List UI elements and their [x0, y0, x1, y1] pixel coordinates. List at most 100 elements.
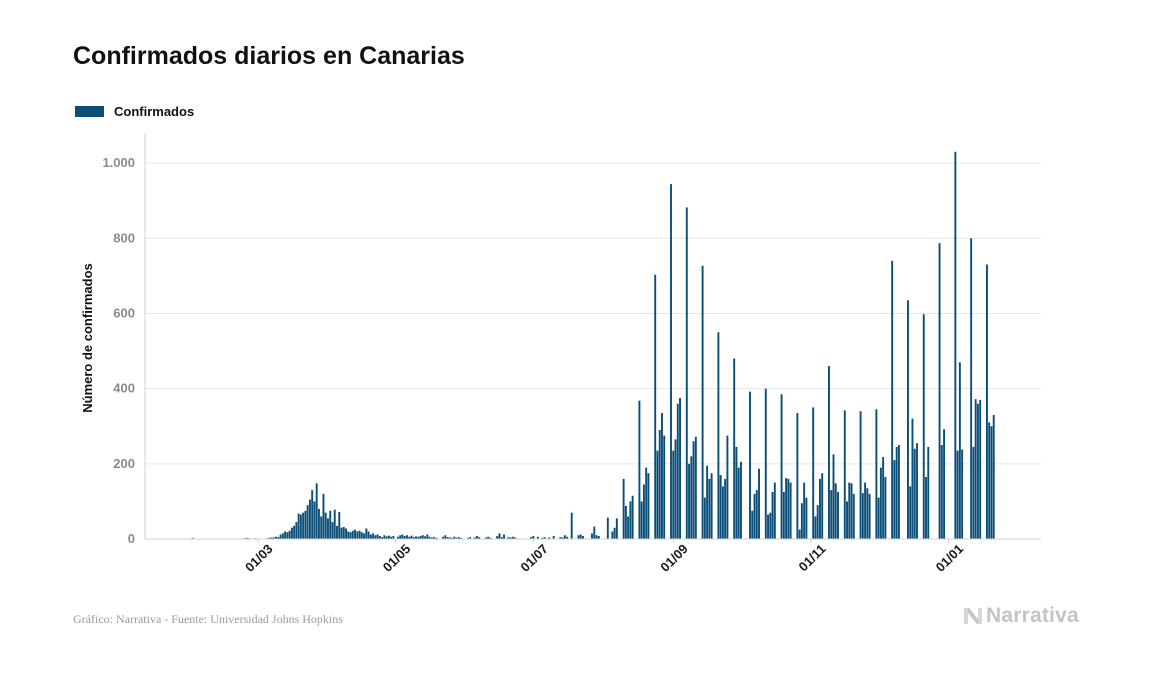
chart-legend: Confirmados: [75, 104, 194, 119]
bar: [805, 497, 808, 539]
bar: [408, 536, 411, 539]
bar: [277, 537, 280, 539]
bar: [868, 493, 871, 539]
y-axis-title: Número de confirmados: [80, 263, 95, 413]
bar: [970, 238, 973, 539]
bar: [893, 460, 896, 539]
bar: [758, 468, 760, 539]
bar: [663, 435, 666, 539]
source-caption: Gráfico: Narrativa - Fuente: Universidad…: [73, 612, 343, 626]
bar: [317, 508, 320, 539]
x-axis-ticks: 01/03 01/05 01/07 01/09 01/11 01/01: [242, 539, 966, 575]
bar: [390, 536, 393, 539]
bar: [615, 518, 618, 539]
bar: [769, 512, 772, 539]
bar: [913, 448, 916, 539]
bar: [430, 537, 433, 539]
brand-logo: Narrativa: [963, 604, 1079, 628]
bar: [385, 536, 388, 539]
bar: [988, 422, 991, 539]
bar: [595, 535, 598, 539]
bar: [435, 537, 438, 539]
bar: [658, 429, 661, 539]
bar: [846, 501, 848, 539]
bar: [992, 414, 995, 539]
bar: [311, 490, 314, 539]
bar: [448, 537, 451, 539]
bar: [322, 493, 325, 539]
bar: [446, 537, 449, 539]
bar: [877, 497, 880, 539]
bar: [606, 517, 609, 539]
bar: [724, 478, 727, 539]
bar: [907, 300, 909, 539]
bar: [701, 265, 704, 539]
bar: [974, 399, 977, 539]
x-tick-label: 01/01: [933, 541, 967, 575]
bar: [478, 537, 481, 539]
bar: [895, 446, 898, 539]
bar: [541, 537, 544, 539]
bar: [293, 525, 296, 539]
bar: [336, 525, 338, 539]
bar: [347, 531, 350, 539]
bar: [897, 445, 900, 539]
bar: [559, 537, 562, 539]
bar: [733, 358, 736, 539]
x-tick-label: 01/07: [517, 541, 551, 575]
bar: [419, 535, 422, 539]
bar: [421, 535, 424, 539]
x-tick-label: 01/05: [380, 541, 414, 575]
bar: [719, 475, 722, 539]
bar: [597, 535, 600, 539]
bar: [308, 499, 311, 539]
bar: [690, 456, 693, 539]
bar: [372, 533, 375, 539]
bar: [378, 535, 381, 539]
bar: [706, 465, 709, 539]
bar: [640, 501, 643, 539]
bar: [426, 534, 429, 539]
bar: [954, 151, 957, 540]
bar: [688, 463, 691, 539]
bar: [922, 314, 925, 539]
bar: [656, 450, 659, 539]
bar: [958, 362, 961, 539]
bar: [543, 537, 546, 539]
bar: [828, 366, 830, 539]
bar: [313, 501, 316, 539]
bar: [891, 260, 894, 539]
bar: [356, 531, 359, 539]
bar: [268, 537, 271, 539]
bar: [654, 274, 657, 539]
bar: [771, 492, 774, 539]
bar: [387, 535, 390, 539]
bar: [561, 537, 564, 539]
bar: [816, 505, 819, 539]
bar: [417, 536, 420, 539]
bar: [245, 537, 248, 539]
bar: [295, 522, 298, 539]
bar: [821, 473, 824, 539]
bar: [645, 467, 648, 539]
bar: [674, 439, 677, 539]
bar: [830, 490, 833, 539]
bar: [329, 510, 332, 539]
bar: [990, 426, 993, 539]
bar: [780, 394, 783, 539]
bar: [882, 457, 885, 539]
bar: [475, 535, 478, 539]
y-tick-label: 600: [113, 305, 135, 320]
bar: [737, 467, 740, 539]
bar: [469, 537, 472, 539]
x-tick-label: 01/09: [657, 541, 691, 575]
bar: [785, 478, 788, 539]
bar: [624, 505, 627, 539]
brand-name: Narrativa: [986, 604, 1079, 627]
bar: [270, 537, 273, 539]
bar: [570, 512, 573, 539]
bar: [638, 400, 641, 539]
bar: [726, 435, 729, 539]
bar: [875, 409, 878, 539]
